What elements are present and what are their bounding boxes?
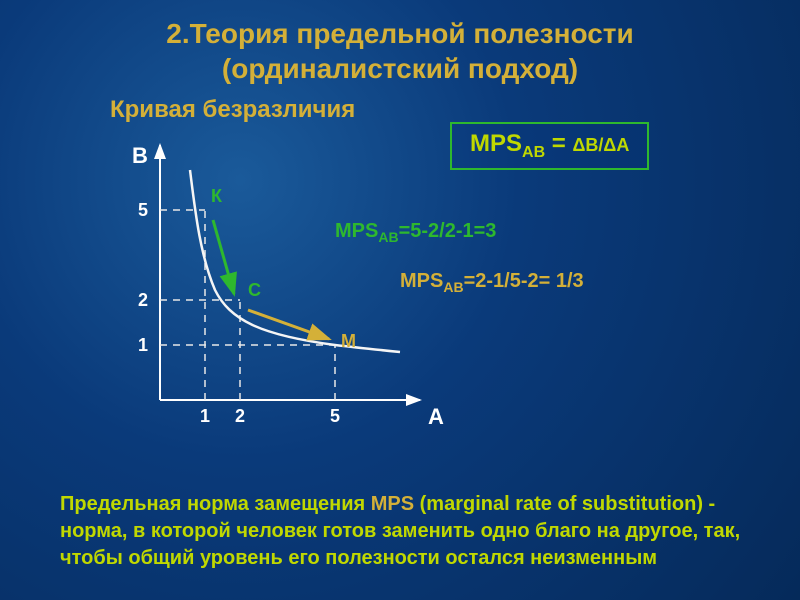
svg-text:2: 2	[235, 406, 245, 426]
svg-text:A: A	[428, 404, 444, 429]
title-line2: (ординалистский подход)	[222, 53, 578, 84]
title-line1: 2.Теория предельной полезности	[166, 18, 633, 49]
subtitle: Кривая безразличия	[110, 96, 355, 124]
chart-svg: A B К С М 1 2 5 5 2 1	[110, 140, 450, 430]
svg-text:М: М	[341, 331, 356, 351]
svg-text:1: 1	[138, 335, 148, 355]
footer-definition: Предельная норма замещения MPS (marginal…	[60, 491, 750, 572]
svg-text:B: B	[132, 143, 148, 168]
slide-title: 2.Теория предельной полезности (ординали…	[0, 16, 800, 86]
formula-sub: AB	[522, 144, 545, 161]
svg-text:2: 2	[138, 290, 148, 310]
formula-lhs: MPS	[470, 130, 522, 157]
svg-text:5: 5	[330, 406, 340, 426]
formula-rhs1: ΔB/	[572, 135, 603, 155]
formula-rhs2: ΔA	[603, 135, 629, 155]
svg-text:1: 1	[200, 406, 210, 426]
indifference-curve-chart: A B К С М 1 2 5 5 2 1	[110, 140, 450, 430]
footer-mps: MPS	[371, 493, 414, 515]
footer-lead: Предельная норма замещения	[60, 493, 371, 515]
svg-text:С: С	[248, 280, 261, 300]
eq2-rhs: =2-1/5-2= 1/3	[464, 270, 584, 292]
svg-text:5: 5	[138, 200, 148, 220]
formula-eq: =	[545, 130, 572, 157]
svg-text:К: К	[211, 186, 223, 206]
formula-box: MPSAB = ΔB/ΔA	[450, 122, 649, 170]
